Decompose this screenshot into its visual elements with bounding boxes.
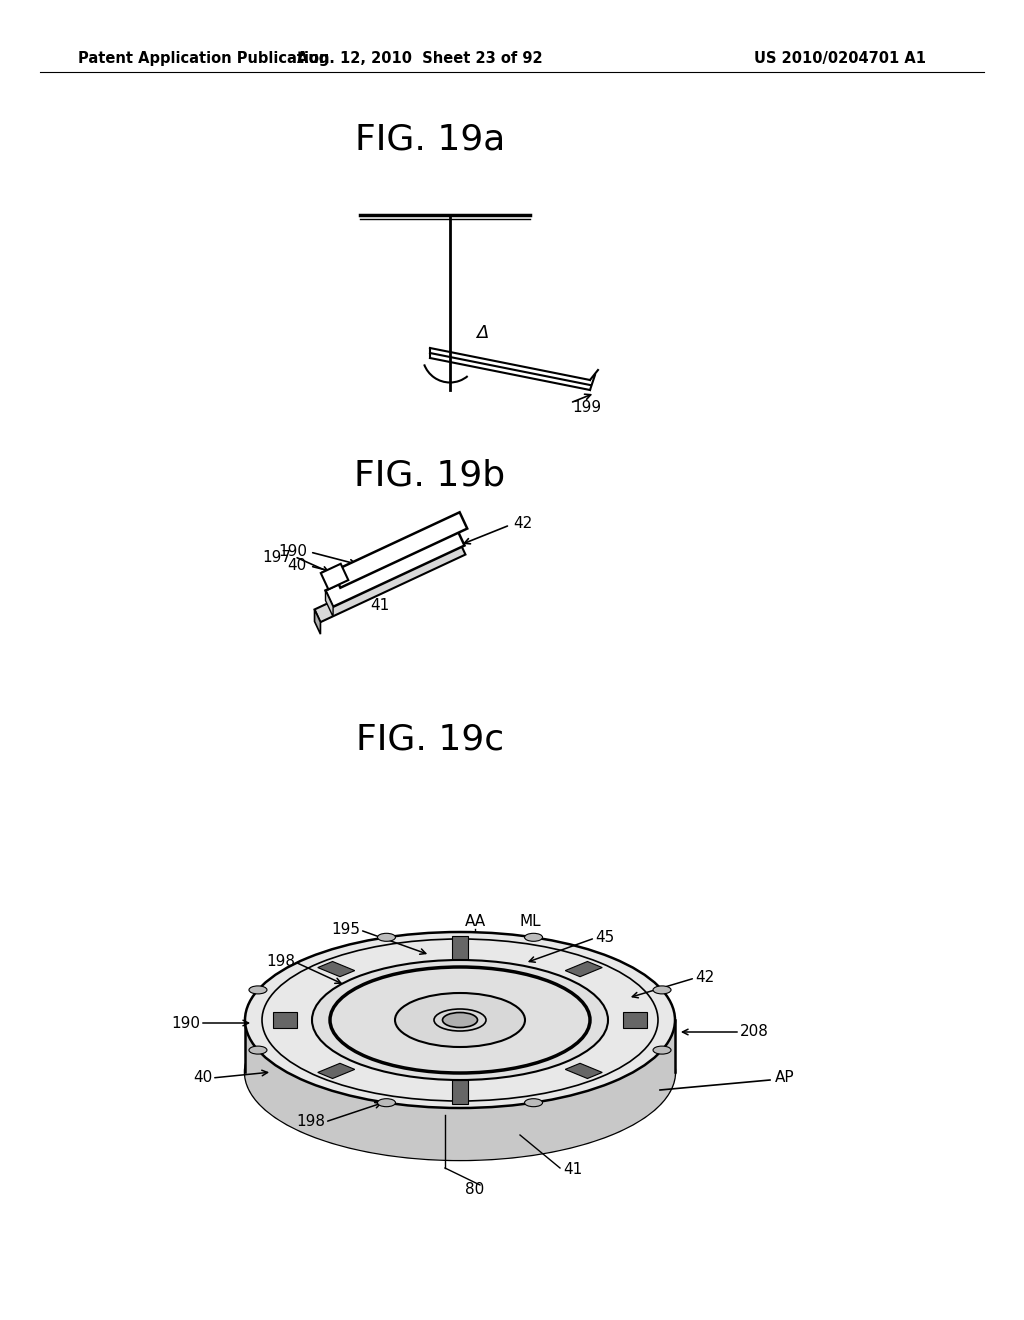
Text: FIG. 19b: FIG. 19b [354,458,506,492]
Polygon shape [314,610,321,634]
Ellipse shape [378,933,395,941]
Polygon shape [565,961,602,977]
Ellipse shape [249,1045,267,1055]
Polygon shape [321,564,348,590]
Polygon shape [333,512,467,587]
Text: 40: 40 [288,557,307,573]
Text: FIG. 19a: FIG. 19a [355,123,505,157]
Text: 42: 42 [513,516,532,532]
Polygon shape [452,936,468,960]
Text: ML: ML [519,915,541,929]
Ellipse shape [524,933,543,941]
Polygon shape [326,529,465,607]
Text: 197: 197 [262,550,292,565]
Ellipse shape [653,1045,671,1055]
Ellipse shape [245,983,675,1160]
Ellipse shape [395,993,525,1047]
Ellipse shape [653,986,671,994]
Text: AA: AA [465,915,485,929]
Ellipse shape [524,1098,543,1106]
Text: Aug. 12, 2010  Sheet 23 of 92: Aug. 12, 2010 Sheet 23 of 92 [297,50,543,66]
Text: 80: 80 [465,1183,484,1197]
Text: Δ: Δ [476,323,488,342]
Text: 195: 195 [331,923,360,937]
Text: 198: 198 [266,954,295,969]
Polygon shape [273,1012,297,1028]
Text: US 2010/0204701 A1: US 2010/0204701 A1 [754,50,926,66]
Ellipse shape [249,986,267,994]
Text: 190: 190 [171,1015,200,1031]
Text: Patent Application Publication: Patent Application Publication [78,50,330,66]
Ellipse shape [245,932,675,1107]
Polygon shape [623,1012,647,1028]
Polygon shape [326,590,333,616]
Text: 199: 199 [572,400,601,416]
Ellipse shape [312,960,608,1080]
Text: 41: 41 [563,1163,583,1177]
Polygon shape [317,1064,354,1078]
Polygon shape [317,961,354,977]
Ellipse shape [442,1012,477,1027]
Polygon shape [314,541,466,622]
Polygon shape [245,1020,675,1160]
Text: 208: 208 [740,1024,769,1040]
Polygon shape [452,1080,468,1104]
Text: 45: 45 [595,931,614,945]
Text: 42: 42 [695,970,715,986]
Text: 198: 198 [296,1114,325,1130]
Text: 190: 190 [278,544,307,558]
Text: 40: 40 [193,1071,212,1085]
Polygon shape [565,1064,602,1078]
Text: FIG. 19c: FIG. 19c [356,723,504,756]
Ellipse shape [378,1098,395,1106]
Text: 41: 41 [371,598,389,612]
Text: AP: AP [775,1071,795,1085]
